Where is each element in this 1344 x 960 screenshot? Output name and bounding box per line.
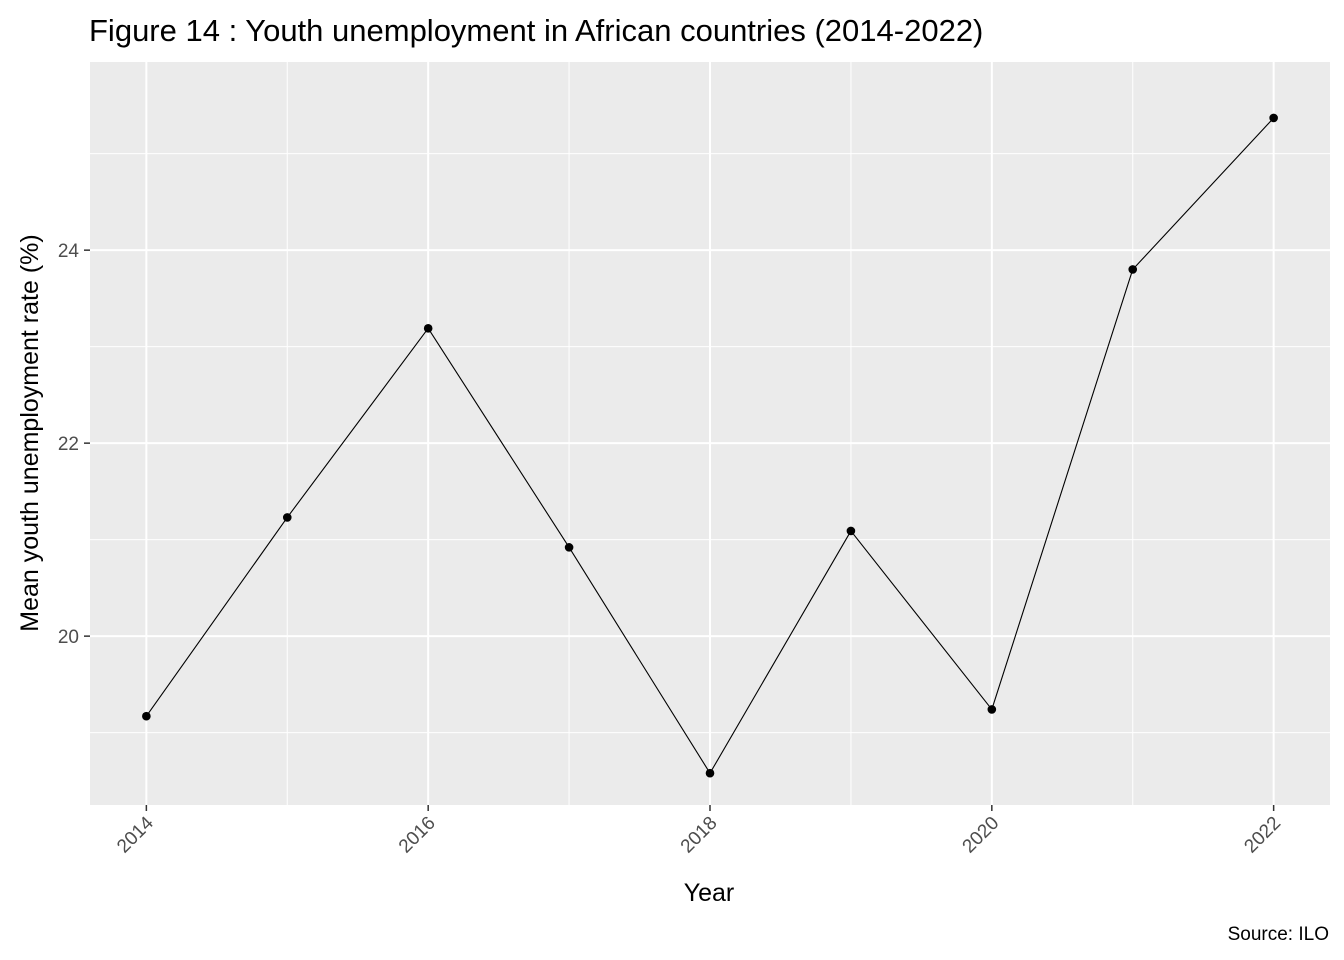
x-tick-label: 2016 (395, 813, 440, 858)
y-tick-label: 24 (58, 241, 80, 262)
x-axis-title: Year (684, 879, 735, 907)
grid-lines (90, 62, 1330, 805)
data-point-2018 (705, 768, 715, 778)
source-caption: Source: ILO (1228, 924, 1329, 945)
y-tick-label: 20 (58, 627, 79, 648)
data-point-2021 (1128, 265, 1138, 274)
data-point-2014 (142, 711, 151, 721)
data-series (142, 113, 1278, 778)
data-point-2017 (564, 543, 574, 552)
x-tick-label: 2020 (959, 813, 1004, 858)
x-tick-label: 2014 (113, 812, 158, 857)
x-tick-label: 2018 (677, 813, 722, 858)
data-point-2020 (987, 705, 997, 714)
data-point-2019 (846, 526, 856, 536)
data-point-2016 (423, 324, 433, 333)
data-point-2022 (1269, 113, 1278, 123)
chart-title: Figure 14 : Youth unemployment in Africa… (89, 13, 983, 48)
y-axis-title: Mean youth unemployment rate (%) (16, 234, 44, 631)
data-point-2015 (282, 513, 292, 522)
x-tick-label: 2022 (1240, 813, 1285, 858)
y-tick-label: 22 (58, 434, 79, 455)
